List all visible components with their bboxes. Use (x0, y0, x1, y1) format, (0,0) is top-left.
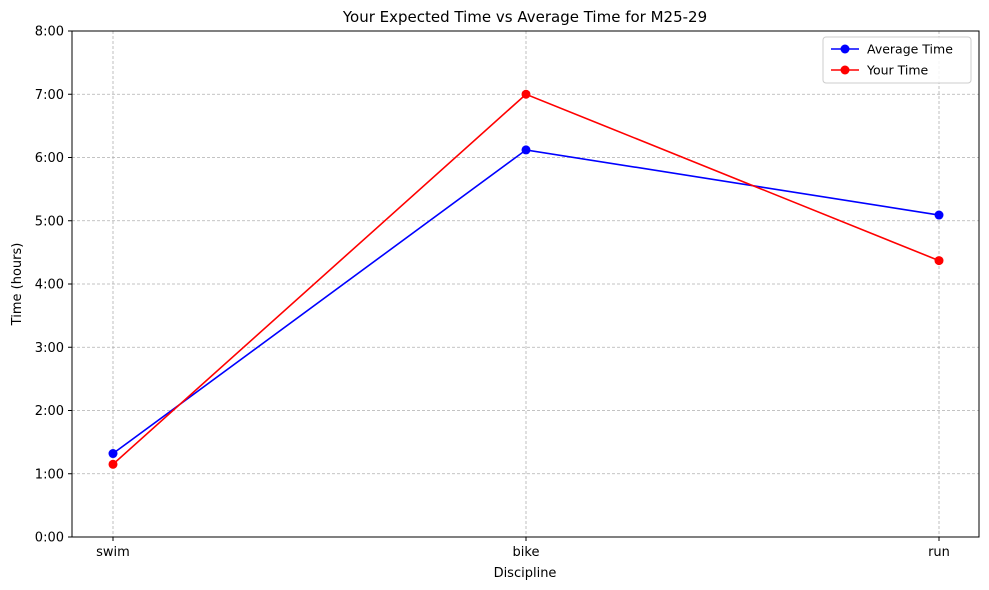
data-point (934, 256, 944, 266)
y-tick-label: 6:00 (35, 151, 64, 166)
legend-swatch-marker (840, 44, 850, 54)
x-tick-label-swim: swim (96, 545, 130, 560)
x-tick-label-run: run (928, 545, 950, 560)
x-axis-label: Discipline (494, 566, 557, 581)
y-tick-label: 1:00 (35, 467, 64, 482)
y-tick-label: 4:00 (35, 278, 64, 293)
legend-label: Your Time (866, 63, 929, 78)
data-point (934, 210, 944, 220)
data-point (521, 145, 531, 155)
data-point (108, 459, 118, 469)
legend-label: Average Time (867, 42, 953, 57)
y-axis-ticks: 0:00 1:00 2:00 3:00 4:00 5:00 6:00 7:00 8:00 (35, 25, 72, 546)
y-tick-label: 0:00 (35, 531, 64, 546)
y-tick-label: 8:00 (35, 25, 64, 40)
data-point (521, 89, 531, 99)
y-tick-label: 5:00 (35, 214, 64, 229)
x-tick-label-bike: bike (513, 545, 540, 560)
y-tick-label: 3:00 (35, 341, 64, 356)
data-point (108, 449, 118, 459)
y-axis-label: Time (hours) (10, 243, 25, 327)
legend: Average Time Your Time (822, 36, 972, 84)
y-tick-label: 2:00 (35, 404, 64, 419)
x-axis-ticks: swim bike run (96, 537, 950, 560)
chart-title: Your Expected Time vs Average Time for M… (342, 8, 707, 26)
legend-swatch-marker (840, 65, 850, 75)
y-tick-label: 7:00 (35, 88, 64, 103)
legend-box (822, 36, 972, 84)
series-layer (108, 89, 944, 469)
